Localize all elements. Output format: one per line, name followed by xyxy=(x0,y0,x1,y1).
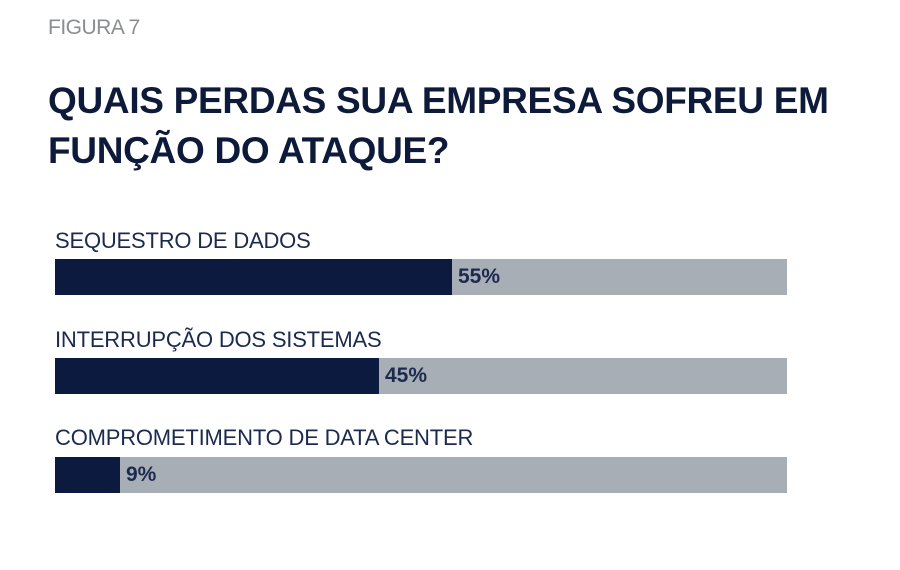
chart-title: QUAIS PERDAS SUA EMPRESA SOFREU EM FUNÇÃ… xyxy=(48,80,829,171)
bar xyxy=(55,457,120,493)
bar-label: COMPROMETIMENTO DE DATA CENTER xyxy=(55,425,474,450)
bar-track: 45% xyxy=(55,358,787,394)
figure-label: FIGURA 7 xyxy=(48,16,140,39)
bar-label: SEQUESTRO DE DADOS xyxy=(55,228,311,253)
bar xyxy=(55,358,379,394)
bar xyxy=(55,259,452,295)
bar-track: 9% xyxy=(55,457,787,493)
bar-value-label: 55% xyxy=(458,265,501,288)
bar-value-label: 45% xyxy=(385,364,428,387)
bar-value-label: 9% xyxy=(126,463,157,486)
bar-track: 55% xyxy=(55,259,787,295)
bar-label: INTERRUPÇÃO DOS SISTEMAS xyxy=(55,327,382,352)
